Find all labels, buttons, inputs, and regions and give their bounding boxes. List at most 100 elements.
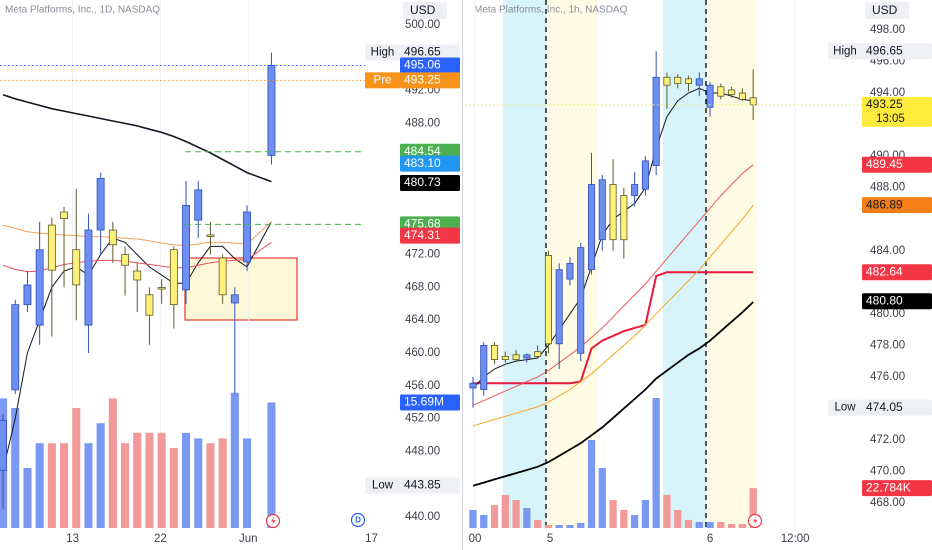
candle-body	[206, 234, 215, 237]
price-label-box	[862, 399, 932, 416]
candle-body	[35, 249, 44, 326]
candle-body	[598, 179, 606, 241]
price-label-box	[862, 293, 932, 310]
volume-bar	[727, 523, 736, 528]
price-label: 493.25	[404, 73, 441, 87]
x-tick-label: 5	[547, 533, 553, 545]
candle-body	[243, 211, 251, 263]
volume-bar	[501, 494, 509, 528]
candle-body	[72, 249, 81, 286]
marker-name-box	[365, 72, 400, 89]
candle-body	[133, 270, 142, 281]
x-tick-label: 17	[365, 533, 378, 545]
countdown: 13:05	[876, 113, 905, 125]
range-box	[184, 257, 298, 321]
candle-body	[145, 294, 154, 316]
volume-bar	[242, 438, 252, 528]
candle-body	[267, 65, 276, 156]
chart-title: Meta Platforms, Inc., 1D, NASDAQ	[5, 5, 160, 16]
candle-body	[157, 287, 166, 290]
price-label: 480.73	[404, 175, 441, 189]
candle-body	[469, 382, 477, 389]
y-tick-label: 494.00	[870, 87, 905, 99]
candle-body	[695, 78, 703, 86]
moving-average	[2, 221, 272, 471]
marker-name-box	[828, 43, 862, 60]
price-label-box	[862, 480, 932, 497]
price-label-box	[400, 155, 460, 172]
candle-body	[501, 356, 509, 360]
replay-icon[interactable]	[747, 513, 763, 529]
y-tick-label: 448.00	[405, 445, 440, 457]
candle-body	[706, 84, 714, 108]
volume-bar	[133, 432, 142, 528]
price-label-box	[400, 227, 460, 244]
volume-bar	[480, 515, 488, 528]
candle-body	[544, 255, 552, 345]
moving-average	[2, 93, 272, 183]
volume-bar	[663, 494, 671, 528]
price-label-box	[862, 156, 932, 173]
moving-average	[2, 241, 272, 273]
x-tick-label: 13	[66, 533, 79, 545]
hourly-chart: Meta Platforms, Inc., 1h, NASDAQ 498.00 49…	[465, 0, 932, 550]
candle-body	[194, 189, 203, 221]
price-label-box	[400, 175, 460, 192]
volume-bar	[523, 508, 531, 528]
price-label-box	[862, 197, 932, 214]
price-label: 475.68	[404, 217, 441, 231]
y-tick-label: 484.00	[870, 245, 905, 257]
postmarket-shade	[706, 0, 757, 528]
y-tick-label: 440.00	[405, 511, 440, 523]
candle-body	[534, 351, 542, 357]
price-label: 443.85	[404, 478, 441, 492]
moving-average	[2, 221, 272, 247]
volume-bar	[23, 468, 32, 528]
candle-body	[96, 177, 105, 231]
volume-bar	[706, 522, 714, 528]
y-tick-label: 478.00	[870, 339, 905, 351]
candle-body	[121, 254, 129, 266]
price-label: 15.69M	[404, 395, 444, 409]
y-tick-label: 472.00	[405, 249, 440, 261]
candle-body	[684, 78, 693, 84]
volume-bar	[695, 522, 703, 528]
candle-body	[182, 205, 190, 291]
volume-bar	[218, 438, 227, 528]
price-label: 496.65	[866, 43, 903, 57]
volume-bar	[96, 423, 105, 528]
volume-bar	[749, 488, 757, 528]
marker-name-box	[828, 399, 862, 416]
price-label-box	[862, 264, 932, 281]
price-label-box	[862, 43, 932, 60]
candle-body	[47, 224, 56, 271]
volume-bar	[717, 522, 725, 528]
candle-body	[491, 344, 499, 360]
dividend-icon[interactable]: D	[350, 512, 366, 528]
candle-body	[0, 419, 7, 471]
volume-bar	[684, 519, 693, 528]
price-label: 483.10	[404, 156, 441, 170]
moving-average	[472, 204, 754, 427]
price-label: 495.06	[404, 58, 441, 72]
candle-body	[587, 184, 596, 271]
x-tick-label: 00	[469, 533, 482, 545]
replay-icon[interactable]	[265, 513, 281, 529]
volume-bar	[544, 525, 553, 528]
candle-body	[60, 211, 68, 219]
currency: USD	[410, 3, 436, 17]
price-label: 474.31	[404, 228, 441, 242]
volume-bar	[169, 448, 178, 528]
marker-name: High	[833, 45, 857, 57]
price-label: 22.784K	[866, 480, 911, 494]
volume-bar	[641, 500, 650, 528]
volume-bar	[35, 443, 44, 528]
candle-body	[717, 86, 725, 97]
price-label: 480.80	[866, 293, 903, 307]
volume-bar	[194, 438, 203, 528]
candle-body	[230, 294, 239, 304]
y-tick-label: 480.00	[870, 308, 905, 320]
y-tick-label: 500.00	[405, 19, 440, 31]
candle-body	[512, 354, 520, 360]
